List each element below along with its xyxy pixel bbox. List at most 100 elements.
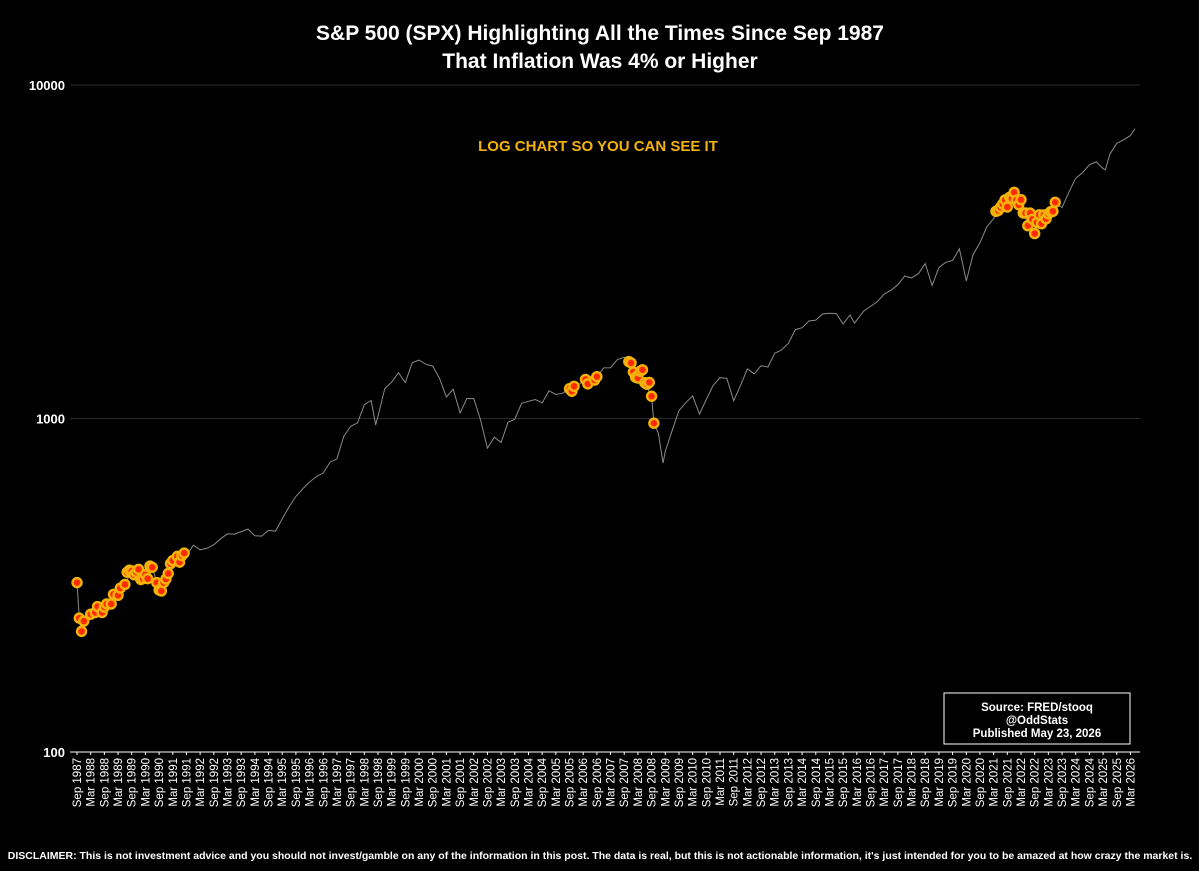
x-tick-label-1: Mar 1988 xyxy=(86,758,98,807)
disclaimer: DISCLAIMER: This is not investment advic… xyxy=(8,850,1193,862)
x-tick-label-13: Mar 1994 xyxy=(250,757,262,806)
x-tick-label-55: Mar 2015 xyxy=(824,758,836,807)
highlight-point-75 xyxy=(1028,227,1041,240)
x-tick-label-40: Sep 2007 xyxy=(619,758,631,807)
x-tick-label-9: Mar 1992 xyxy=(195,758,207,807)
x-tick-label-50: Sep 2012 xyxy=(756,758,768,807)
x-tick-label-17: Mar 1996 xyxy=(305,758,317,807)
x-tick-label-47: Mar 2011 xyxy=(715,758,727,806)
chart-title-line-2: That Inflation Was 4% or Higher xyxy=(442,50,757,73)
source-label: Source: FRED/stooq xyxy=(981,702,1093,714)
x-tick-label-20: Sep 1997 xyxy=(346,758,358,807)
x-tick-label-8: Sep 1991 xyxy=(181,758,193,807)
x-tick-label-62: Sep 2018 xyxy=(920,758,932,807)
x-tick-label-11: Mar 1993 xyxy=(222,758,234,807)
x-tick-label-28: Sep 2001 xyxy=(455,758,467,807)
highlight-point-10 xyxy=(105,598,117,610)
author-handle: @OddStats xyxy=(1006,715,1068,727)
x-tick-label-36: Sep 2005 xyxy=(565,758,577,807)
x-tick-label-58: Sep 2016 xyxy=(866,758,878,807)
x-tick-label-33: Mar 2004 xyxy=(523,757,535,806)
x-tick-label-45: Mar 2010 xyxy=(688,758,700,807)
x-tick-label-70: Sep 2022 xyxy=(1030,758,1042,807)
x-tick-label-6: Sep 1990 xyxy=(154,758,166,807)
x-tick-label-27: Mar 2001 xyxy=(441,758,453,807)
x-tick-label-56: Sep 2015 xyxy=(838,758,850,807)
x-tick-label-26: Sep 2000 xyxy=(428,758,440,807)
y-axis-ticks: 100 1000 10000 xyxy=(29,78,65,760)
x-tick-label-21: Mar 1998 xyxy=(359,758,371,807)
x-tick-label-23: Mar 1999 xyxy=(387,758,399,807)
series-layer xyxy=(76,128,1136,632)
chart-title-line-1: S&P 500 (SPX) Highlighting All the Times… xyxy=(316,22,884,45)
x-tick-label-4: Sep 1989 xyxy=(127,758,139,807)
x-tick-label-46: Sep 2010 xyxy=(701,758,713,807)
x-tick-label-59: Mar 2017 xyxy=(879,758,891,807)
x-tick-label-77: Mar 2026 xyxy=(1125,758,1137,807)
x-tick-label-48: Sep 2011 xyxy=(729,758,741,806)
x-tick-label-12: Sep 1993 xyxy=(236,758,248,807)
x-tick-label-15: Mar 1995 xyxy=(277,758,289,807)
x-tick-label-67: Mar 2021 xyxy=(989,758,1001,807)
highlight-point-83 xyxy=(1047,205,1059,218)
x-tick-label-51: Mar 2013 xyxy=(770,758,782,807)
x-tick-label-52: Sep 2013 xyxy=(783,758,795,807)
x-tick-label-37: Mar 2006 xyxy=(578,758,590,807)
highlight-point-55 xyxy=(643,376,656,389)
highlight-point-0 xyxy=(71,576,83,589)
x-tick-label-44: Sep 2009 xyxy=(674,758,686,807)
x-tick-label-71: Mar 2023 xyxy=(1043,758,1055,807)
x-tick-label-41: Mar 2008 xyxy=(633,758,645,807)
x-tick-label-32: Sep 2003 xyxy=(510,758,522,807)
x-tick-label-38: Sep 2006 xyxy=(592,758,604,807)
x-tick-label-53: Mar 2014 xyxy=(797,757,809,806)
x-tick-label-43: Mar 2009 xyxy=(660,758,672,807)
x-tick-label-75: Mar 2025 xyxy=(1098,758,1110,807)
source-box-frame xyxy=(943,692,1131,745)
highlight-point-32 xyxy=(162,567,174,580)
x-tick-label-5: Mar 1990 xyxy=(140,758,152,807)
x-tick-label-19: Mar 1997 xyxy=(332,758,344,807)
highlight-point-24 xyxy=(141,572,154,585)
x-tick-label-30: Sep 2002 xyxy=(482,758,494,807)
x-tick-label-54: Sep 2014 xyxy=(811,757,823,807)
series-line-0 xyxy=(76,128,1136,632)
x-tick-label-64: Sep 2019 xyxy=(948,758,960,807)
x-tick-label-16: Sep 1995 xyxy=(291,758,303,807)
x-tick-label-61: Mar 2018 xyxy=(907,758,919,807)
x-tick-label-2: Sep 1988 xyxy=(99,758,111,807)
x-tick-label-65: Mar 2020 xyxy=(961,758,973,807)
y-tick-label-1000: 1000 xyxy=(36,412,65,427)
gridlines xyxy=(70,84,1140,419)
x-tick-label-66: Sep 2020 xyxy=(975,758,987,807)
x-tick-label-10: Sep 1992 xyxy=(209,758,221,807)
highlight-point-38 xyxy=(178,547,190,559)
highlight-point-26 xyxy=(146,561,158,573)
x-tick-label-22: Sep 1998 xyxy=(373,758,385,807)
x-tick-label-73: Mar 2024 xyxy=(1071,757,1083,806)
x-tick-label-49: Mar 2012 xyxy=(742,758,754,807)
y-tick-label-10000: 10000 xyxy=(29,78,65,93)
highlight-point-56 xyxy=(645,390,658,402)
highlight-point-47 xyxy=(625,357,637,369)
highlight-point-52 xyxy=(636,364,649,376)
x-tick-label-69: Mar 2022 xyxy=(1016,758,1028,807)
x-tick-label-18: Sep 1996 xyxy=(318,758,330,807)
x-tick-label-3: Mar 1989 xyxy=(113,758,125,807)
x-tick-label-39: Mar 2007 xyxy=(606,758,618,807)
x-tick-label-42: Sep 2008 xyxy=(647,758,659,807)
x-tick-label-25: Mar 2000 xyxy=(414,758,426,807)
x-tick-label-31: Mar 2003 xyxy=(496,758,508,807)
highlight-points-layer xyxy=(71,186,1061,638)
x-tick-label-60: Sep 2017 xyxy=(893,758,905,807)
published-date: Published May 23, 2026 xyxy=(973,728,1101,740)
highlight-point-14 xyxy=(119,578,131,591)
x-tick-label-29: Mar 2002 xyxy=(469,758,481,807)
highlight-point-3 xyxy=(78,615,90,627)
x-tick-label-57: Mar 2016 xyxy=(852,758,864,807)
log-chart-annotation: LOG CHART SO YOU CAN SEE IT xyxy=(478,138,718,155)
highlight-point-2 xyxy=(75,625,88,638)
x-tick-label-0: Sep 1987 xyxy=(72,758,84,807)
x-tick-label-34: Sep 2004 xyxy=(537,757,549,807)
